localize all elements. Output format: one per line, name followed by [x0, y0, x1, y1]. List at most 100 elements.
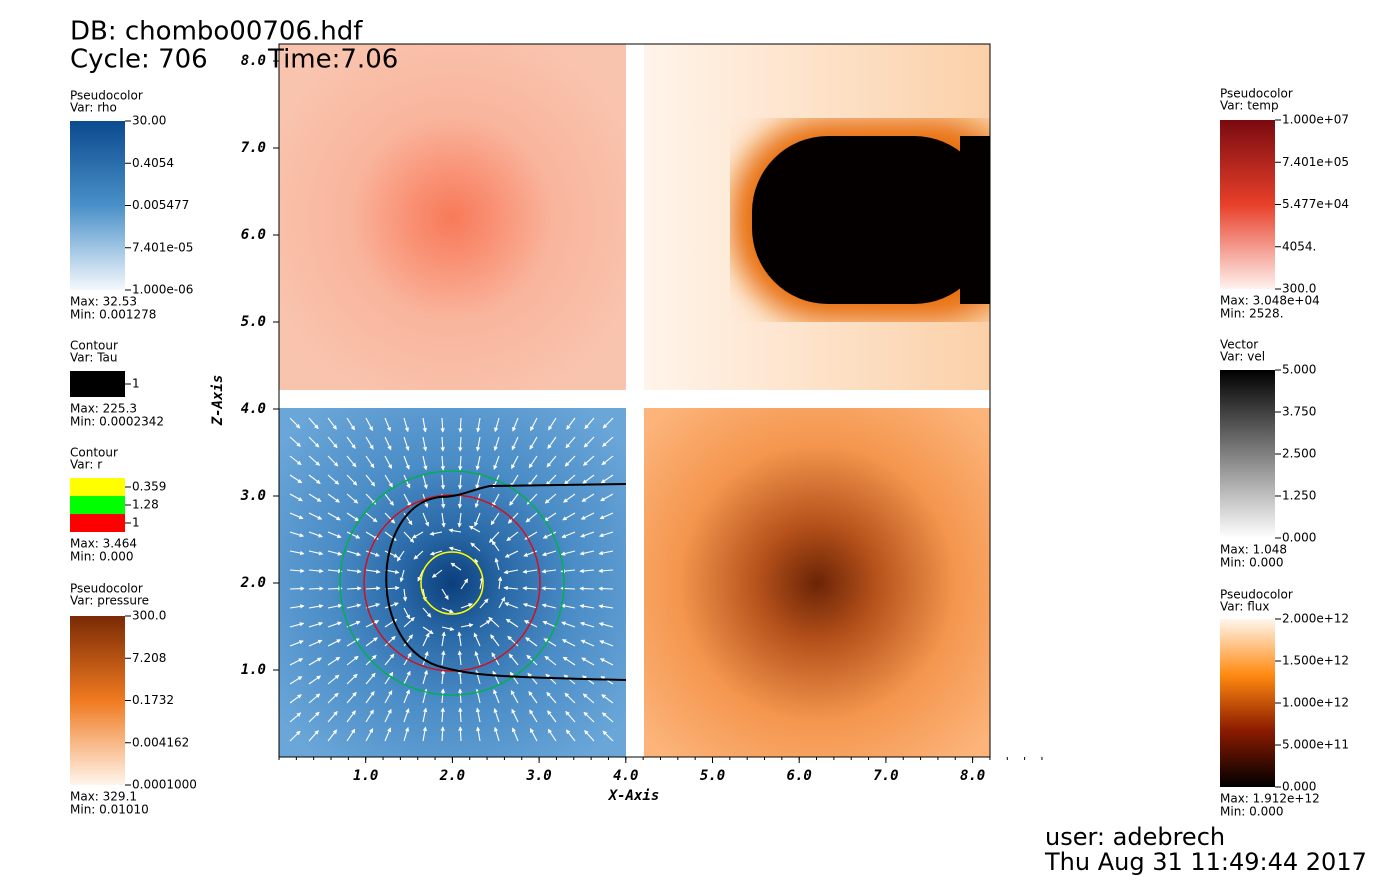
- vector-arrow: [488, 616, 500, 628]
- y-tick-label: 1.0: [241, 662, 266, 678]
- vector-arrow: [440, 417, 445, 433]
- vector-arrow: [346, 569, 362, 574]
- vector-arrow: [440, 474, 446, 490]
- vector-arrow: [422, 626, 434, 635]
- vector-arrow: [542, 620, 557, 628]
- vector-arrow: [581, 657, 595, 666]
- vector-arrow: [384, 727, 392, 742]
- vector-arrow: [422, 436, 428, 452]
- vector-arrow: [289, 568, 305, 574]
- vector-arrow: [562, 656, 576, 666]
- vector-arrow: [602, 730, 614, 742]
- vector-arrow: [365, 474, 376, 487]
- vector-arrow: [547, 728, 557, 742]
- plot: [278, 43, 1030, 758]
- legend-bar: [1220, 619, 1275, 787]
- legend-label: 0.0001000: [132, 778, 197, 792]
- vector-arrow: [440, 707, 445, 723]
- legend-label: 2.500: [1282, 447, 1316, 461]
- y-tick-label: 3.0: [240, 488, 266, 504]
- legend-bar: [1220, 370, 1275, 538]
- x-tick-label: 4.0: [613, 768, 638, 784]
- y-tick-label: 8.0: [241, 53, 266, 69]
- x-tick-label: 7.0: [873, 768, 898, 784]
- vector-arrow: [327, 729, 338, 742]
- flux-panel: [644, 408, 990, 757]
- vector-arrow: [542, 531, 557, 539]
- vector-arrow: [403, 634, 413, 647]
- legend-max: Max: 32.53: [70, 295, 137, 309]
- vector-arrow: [601, 712, 614, 723]
- vector-arrow: [346, 710, 356, 723]
- vector-arrow: [563, 474, 576, 485]
- vector-arrow: [579, 550, 595, 556]
- vector-arrow: [384, 417, 391, 432]
- legend-label: 1.28: [132, 498, 159, 512]
- vector-arrow: [422, 455, 428, 471]
- vector-arrow: [598, 586, 614, 591]
- vector-arrow: [522, 602, 538, 609]
- contour-tau: [385, 483, 627, 681]
- vector-arrow: [458, 417, 463, 433]
- vector-arrow: [458, 436, 463, 452]
- vector-arrow: [473, 632, 481, 647]
- vector-arrow: [507, 635, 519, 647]
- vector-arrow: [509, 493, 519, 506]
- contour-r-green: [339, 470, 565, 696]
- vector-arrow: [327, 474, 340, 485]
- vector-arrow: [308, 531, 323, 538]
- vector-arrow: [560, 550, 576, 556]
- vector-arrow: [346, 586, 362, 591]
- vector-arrow: [511, 436, 519, 451]
- vector-arrow: [289, 676, 303, 685]
- legend-kind: Contour: [70, 446, 118, 460]
- legend-max: Max: 1.048: [1220, 543, 1287, 557]
- vector-arrow: [543, 512, 557, 522]
- vector-arrow: [289, 493, 303, 502]
- vector-arrow: [545, 474, 557, 486]
- x-axis-label: X-Axis: [608, 788, 660, 804]
- x-tick-label: 5.0: [700, 768, 725, 784]
- vector-arrow: [403, 607, 411, 620]
- vector-arrow: [544, 493, 557, 504]
- vector-arrow: [308, 474, 321, 484]
- vector-arrow: [384, 635, 396, 647]
- vector-arrow: [584, 730, 595, 742]
- vector-arrow: [346, 455, 357, 468]
- vector-arrow: [365, 417, 373, 432]
- vector-arrow: [541, 586, 557, 591]
- legend-label: 5.000: [1282, 363, 1316, 377]
- legend-label: 1.500e+12: [1282, 654, 1349, 668]
- vector-arrow: [327, 512, 341, 521]
- vector-arrow: [327, 692, 339, 704]
- vector-arrow: [511, 727, 519, 742]
- legend-bar: [70, 616, 125, 785]
- vector-arrow: [403, 493, 412, 507]
- vector-arrow: [511, 455, 519, 470]
- vector-arrow: [384, 550, 399, 558]
- legend-kind: Pseudocolor: [1220, 588, 1293, 602]
- vector-arrow: [497, 576, 503, 590]
- vector-arrow: [384, 690, 393, 704]
- vector-arrow: [308, 675, 322, 685]
- legend-max: Max: 225.3: [70, 402, 137, 416]
- legend-label: 300.0: [1282, 282, 1316, 296]
- vector-arrow: [474, 651, 481, 666]
- legend-var: Var: flux: [1220, 600, 1269, 614]
- legend-var: Var: temp: [1220, 99, 1279, 113]
- vector-arrow: [422, 632, 430, 647]
- vector-arrow: [503, 569, 519, 575]
- vector-arrow: [598, 604, 614, 609]
- legend-max: Max: 1.912e+12: [1220, 792, 1320, 806]
- vector-arrow: [475, 455, 481, 471]
- legend-kind: Pseudocolor: [1220, 87, 1293, 101]
- legend-var: Var: r: [70, 458, 102, 472]
- vector-arrow: [470, 542, 481, 552]
- vector-arrow: [457, 631, 462, 647]
- vector-arrow: [346, 531, 361, 539]
- legend-label: 1.000e-06: [132, 283, 193, 297]
- vector-arrow: [579, 621, 595, 628]
- vector-arrow: [403, 670, 411, 685]
- vector-arrow: [327, 674, 340, 685]
- vector-arrow: [396, 550, 405, 562]
